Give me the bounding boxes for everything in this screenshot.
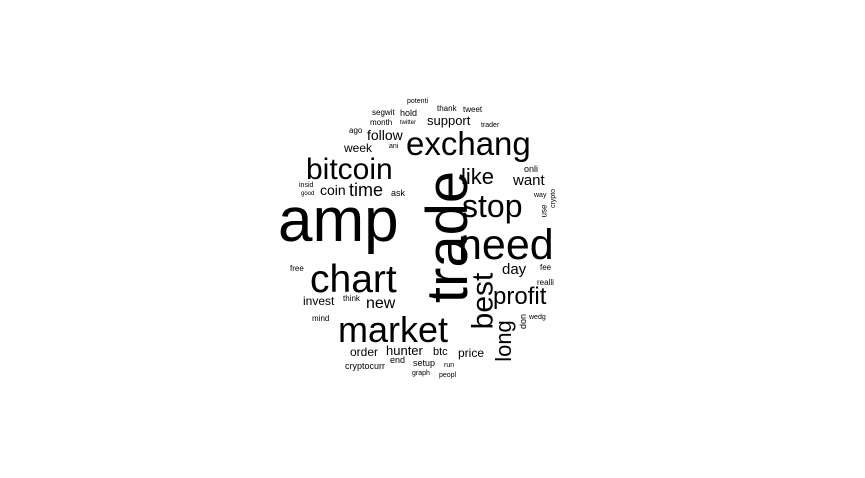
- word-good: good: [301, 191, 315, 197]
- word-long: long: [490, 320, 516, 362]
- word-follow: follow: [367, 127, 403, 143]
- word-hunter: hunter: [386, 343, 423, 358]
- word-wedg: wedg: [529, 314, 546, 321]
- word-thank: thank: [437, 104, 457, 113]
- word-like: like: [461, 164, 495, 189]
- word-end: end: [390, 355, 406, 365]
- word-price: price: [458, 346, 485, 360]
- word-ani: ani: [389, 143, 399, 150]
- word-day: day: [502, 261, 527, 278]
- word-month: month: [370, 118, 393, 127]
- word-mind: mind: [312, 314, 330, 323]
- word-stop: stop: [462, 188, 523, 224]
- word-hold: hold: [400, 108, 418, 118]
- word-potenti: potenti: [407, 98, 429, 105]
- word-ago: ago: [349, 126, 363, 135]
- word-time: time: [349, 180, 384, 200]
- word-profit: profit: [493, 283, 547, 310]
- word-realli: realli: [537, 278, 554, 287]
- word-trader: trader: [481, 122, 500, 129]
- word-bitcoin: bitcoin: [306, 153, 393, 186]
- word-tweet: tweet: [463, 105, 483, 114]
- word-think: think: [343, 294, 360, 303]
- word-order: order: [350, 345, 379, 359]
- word-segwit: segwit: [372, 108, 395, 117]
- word-ask: ask: [391, 188, 406, 198]
- word-chart: chart: [310, 258, 397, 301]
- word-crypto: crypto: [550, 188, 558, 209]
- word-market: market: [338, 309, 449, 350]
- word-run: run: [444, 362, 455, 369]
- word-graph: graph: [412, 370, 430, 377]
- word-way: way: [534, 192, 547, 199]
- word-new: new: [366, 295, 396, 312]
- word-cryptocurr: cryptocurr: [345, 361, 386, 371]
- word-want: want: [513, 172, 545, 189]
- word-amp: amp: [278, 186, 399, 255]
- word-use: use: [539, 204, 549, 218]
- word-invest: invest: [303, 294, 335, 308]
- word-need: need: [458, 221, 554, 269]
- word-don: don: [518, 313, 529, 330]
- word-twitter: twitter: [400, 120, 417, 126]
- word-setup: setup: [413, 358, 436, 368]
- word-coin: coin: [320, 182, 346, 198]
- word-week: week: [344, 141, 373, 155]
- word-insid: insid: [299, 182, 314, 189]
- word-onli: onli: [524, 164, 539, 174]
- word-btc: btc: [433, 346, 448, 358]
- word-exchang: exchang: [406, 125, 531, 162]
- word-fee: fee: [540, 263, 552, 272]
- word-support: support: [427, 113, 471, 128]
- word-peopl: peopl: [439, 372, 457, 379]
- word-free: free: [290, 264, 304, 273]
